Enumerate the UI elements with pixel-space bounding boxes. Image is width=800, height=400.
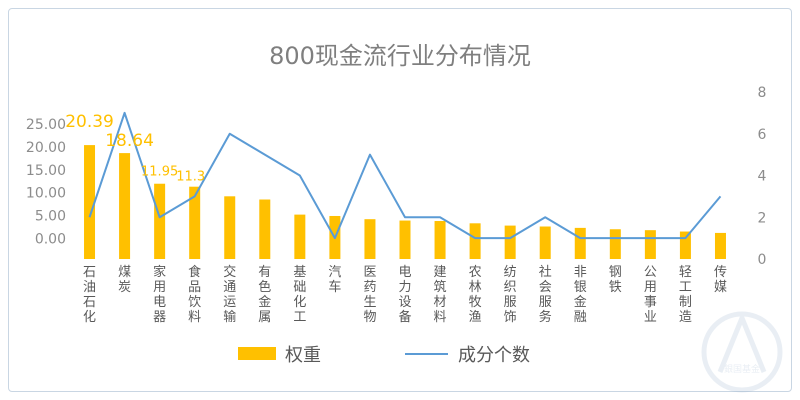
bar-data-label: 20.39 — [65, 112, 114, 132]
bar — [714, 232, 726, 259]
bar — [294, 214, 306, 259]
bar — [434, 221, 446, 259]
category-label: 食品饮料 — [188, 264, 201, 325]
bar — [154, 183, 166, 259]
left-tick-label: 0.00 — [35, 231, 66, 247]
category-label: 轻工制造 — [679, 265, 692, 325]
category-label: 医药生物 — [363, 265, 376, 325]
category-label: 家用电器 — [153, 264, 166, 325]
category-label: 电力设备 — [398, 265, 411, 325]
category-label: 非银金融 — [574, 265, 587, 325]
category-axis: 石油石化 煤炭 家用电器 食品饮料 交通运输 有色金属 基础化工 汽车 医药生物 电力设备 建筑材料… — [83, 264, 727, 325]
left-tick-label: 5.00 — [35, 209, 66, 225]
line-series — [88, 111, 722, 240]
legend-label-bar: 权重 — [285, 345, 321, 366]
line-path — [88, 111, 722, 240]
category-label: 纺织服饰 — [504, 265, 517, 325]
bar — [364, 219, 376, 259]
right-axis: 0 2 4 6 8 — [758, 85, 767, 268]
category-label: 石油石化 — [83, 265, 96, 325]
bar — [679, 231, 691, 259]
bar-data-label: 11.95 — [141, 165, 178, 180]
right-tick-label: 0 — [758, 252, 767, 268]
bar — [539, 226, 551, 259]
legend-swatch-bar — [238, 347, 276, 360]
left-tick-label: 20.00 — [26, 140, 66, 156]
bar — [504, 225, 516, 259]
category-label: 建筑材料 — [434, 265, 447, 325]
bar — [84, 145, 96, 259]
category-label: 煤炭 — [118, 265, 131, 295]
bar-data-label: 18.64 — [105, 131, 154, 151]
category-label: 农林牧渔 — [469, 265, 482, 325]
legend-label-line: 成分个数 — [458, 345, 530, 366]
svg-text:銀国基金: 銀国基金 — [724, 363, 760, 375]
bar — [259, 199, 271, 259]
bar — [609, 229, 621, 259]
right-tick-label: 4 — [758, 169, 767, 185]
chart-title: 800现金流行业分布情况 — [269, 42, 531, 70]
bar — [119, 153, 131, 259]
bar — [574, 227, 586, 259]
category-label: 基础化工 — [293, 265, 306, 325]
left-axis: 0.00 5.00 10.00 15.00 20.00 25.00 — [26, 117, 66, 247]
bar — [644, 230, 656, 259]
bar-series — [84, 145, 726, 259]
right-tick-label: 8 — [758, 85, 767, 101]
legend: 权重 成分个数 — [238, 345, 530, 366]
left-tick-label: 25.00 — [26, 117, 66, 133]
bar — [189, 186, 201, 259]
bar — [469, 223, 481, 259]
left-tick-label: 15.00 — [26, 163, 66, 179]
right-tick-label: 2 — [758, 210, 767, 226]
category-label: 钢铁 — [609, 265, 622, 295]
category-label: 传媒 — [714, 265, 727, 295]
watermark-logo: 銀国基金 — [701, 311, 783, 393]
category-label: 汽车 — [328, 265, 341, 295]
category-label: 公用事业 — [644, 265, 657, 325]
bar — [399, 220, 411, 259]
category-label: 有色金属 — [258, 265, 271, 325]
category-label: 交通运输 — [223, 264, 236, 325]
bar-data-label: 11.3 — [176, 170, 205, 185]
chart-frame — [8, 8, 792, 392]
left-tick-label: 10.00 — [26, 186, 66, 202]
category-label: 社会服务 — [539, 264, 552, 325]
right-tick-label: 6 — [758, 127, 767, 143]
bar — [224, 196, 236, 259]
